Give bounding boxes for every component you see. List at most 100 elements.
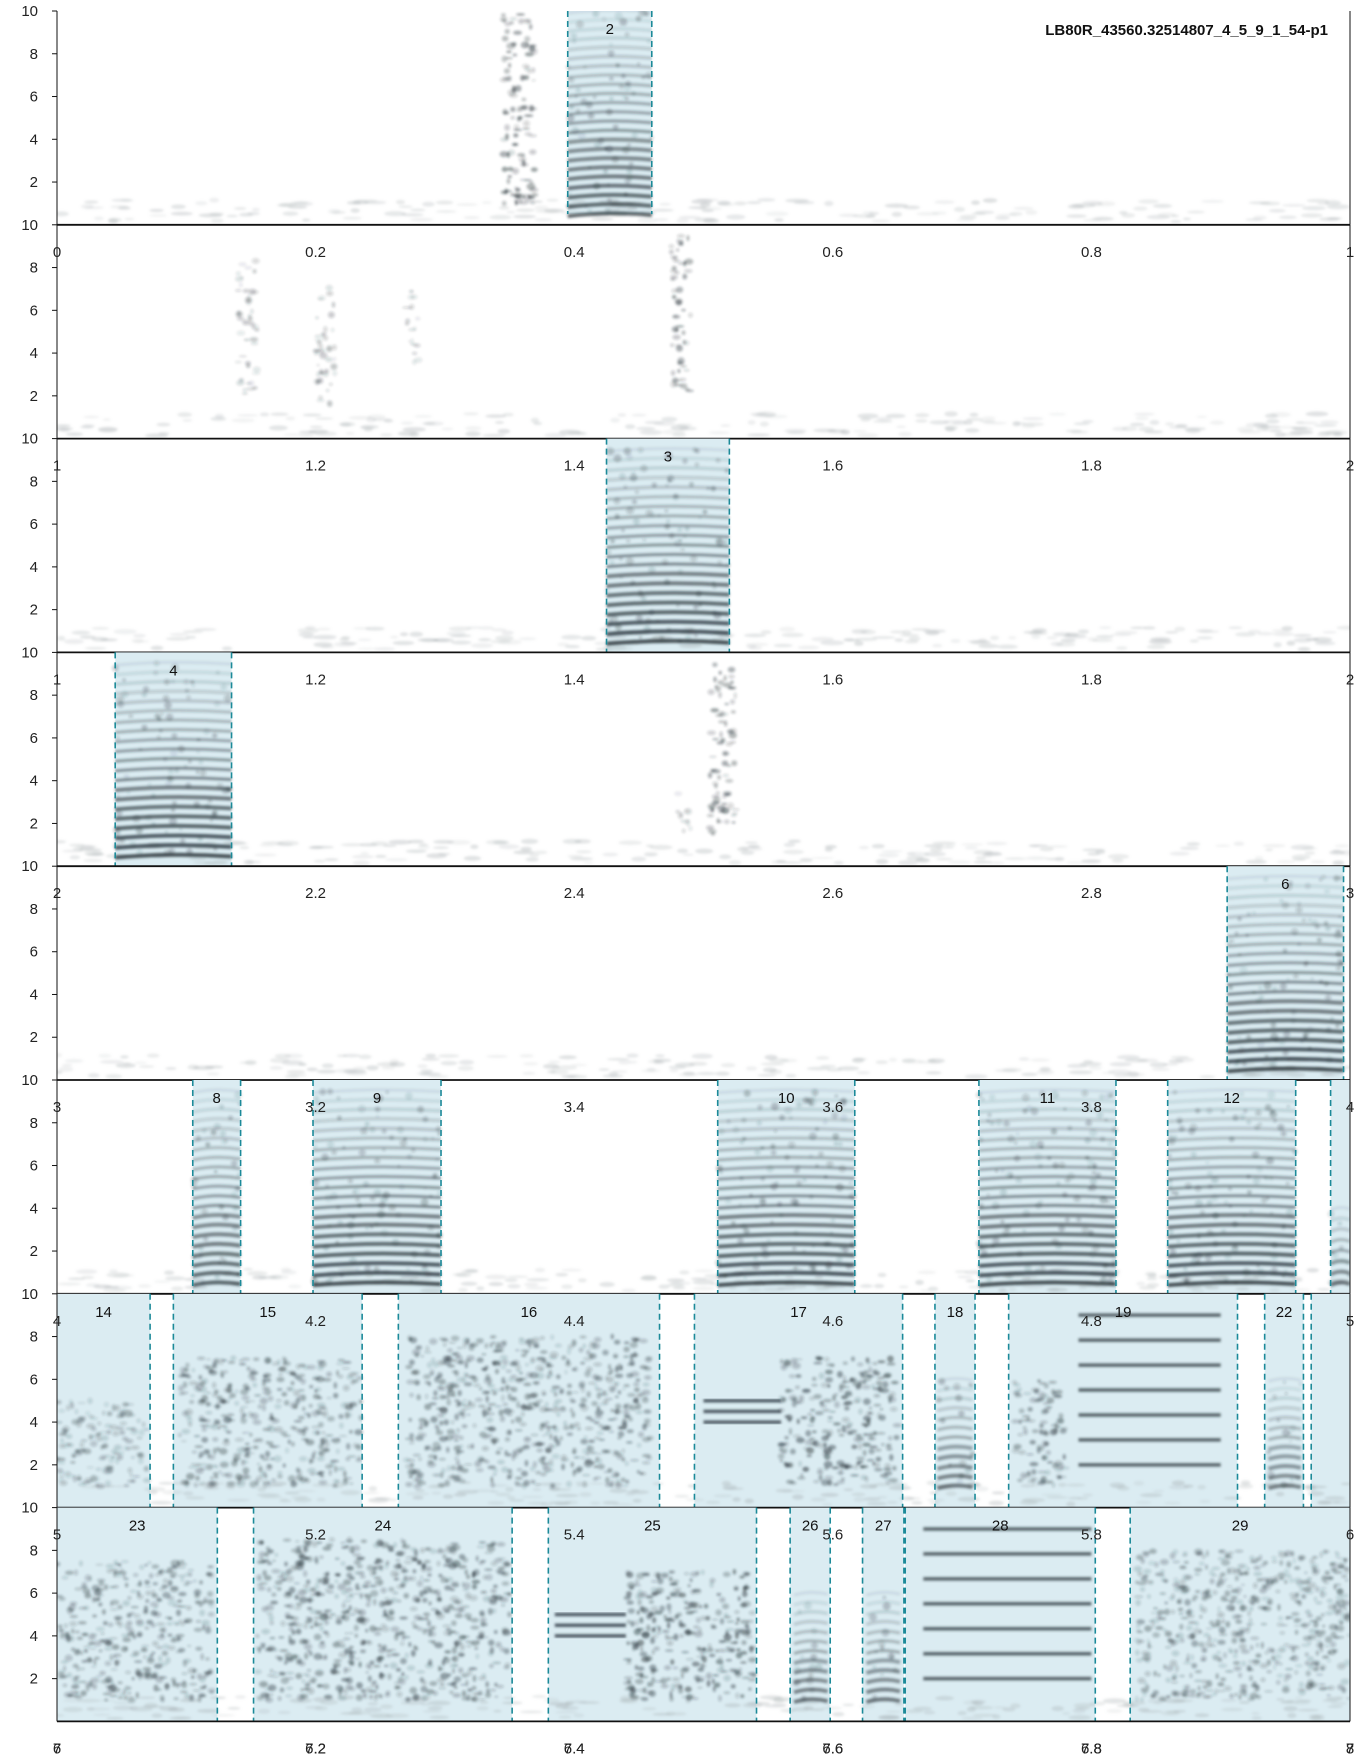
y-tick-label: 4: [30, 131, 38, 148]
y-tick-label: 10: [21, 217, 38, 234]
y-tick-label: 10: [21, 1500, 38, 1517]
energy-blob: [865, 1590, 901, 1704]
segment-label: 9: [373, 1090, 381, 1107]
x-tick-label: 1.4: [564, 671, 585, 688]
segment-label: 17: [790, 1304, 807, 1321]
x-tick-label: 2.6: [822, 885, 843, 902]
energy-blob: [254, 1536, 512, 1703]
x-tick-label: 4: [53, 1313, 61, 1330]
y-tick-label: 8: [30, 1329, 38, 1346]
noise-floor: [57, 1267, 1350, 1294]
x-tick-label: 4.2: [305, 1313, 326, 1330]
x-tick-label: 3.4: [564, 1099, 585, 1116]
y-tick-label: 2: [30, 815, 38, 832]
x-tick-label: 3: [1346, 885, 1354, 902]
segment-region: [1008, 1293, 1238, 1508]
energy-blob: [623, 1568, 757, 1703]
segment-label: 15: [259, 1304, 276, 1321]
bottom-x-tick-label: 7.8: [1081, 1740, 1102, 1757]
energy-blob: [190, 1088, 243, 1288]
segment-region: [1130, 1507, 1350, 1722]
energy-blob: [57, 1397, 152, 1489]
x-tick-label: 6.8: [1081, 1740, 1102, 1757]
segment-label: 28: [992, 1518, 1009, 1535]
x-tick-label: 0.4: [564, 244, 585, 261]
energy-blob: [604, 447, 731, 646]
x-tick-label: 2.2: [305, 885, 326, 902]
x-tick-label: 1: [53, 458, 61, 475]
segment-region: [1311, 1293, 1350, 1508]
y-tick-label: 4: [30, 1628, 38, 1645]
y-tick-label: 8: [30, 260, 38, 277]
x-tick-label: 1.2: [305, 458, 326, 475]
y-tick-label: 6: [30, 1585, 38, 1602]
energy-blob: [403, 1333, 654, 1490]
energy-blob: [57, 1559, 216, 1703]
y-tick-label: 8: [30, 901, 38, 918]
bottom-x-tick-label: 8: [1346, 1740, 1354, 1757]
x-tick-label: 1: [1346, 244, 1354, 261]
y-tick-label: 6: [30, 730, 38, 747]
energy-blob: [1167, 1088, 1298, 1288]
y-tick-label: 10: [21, 644, 38, 661]
x-tick-label: 5.6: [822, 1527, 843, 1544]
spectrogram-row: 3 2 4 6 8 10: [21, 431, 1351, 654]
y-tick-label: 2: [30, 1029, 38, 1046]
energy-blob: [1133, 1548, 1350, 1702]
bottom-x-tick-label: 7: [53, 1740, 61, 1757]
x-tick-label: 0: [53, 244, 61, 261]
segment-label: 4: [169, 662, 177, 679]
energy-blob: [1078, 1313, 1221, 1467]
x-tick-label: 0.2: [305, 244, 326, 261]
y-tick-label: 10: [21, 858, 38, 875]
x-tick-label: 1: [53, 671, 61, 688]
energy-blob: [554, 1612, 626, 1638]
x-tick-label: 1.4: [564, 458, 585, 475]
x-tick-label: 6: [1346, 1527, 1354, 1544]
y-tick-label: 6: [30, 1371, 38, 1388]
y-tick-label: 6: [30, 944, 38, 961]
spectrogram-row: 4 2 4 6 8 10: [21, 644, 1351, 868]
segment-label: 14: [95, 1304, 112, 1321]
energy-blob: [310, 1088, 443, 1288]
energy-blob: [1011, 1379, 1070, 1488]
energy-blob: [1266, 1377, 1302, 1491]
y-tick-label: 4: [30, 1414, 38, 1431]
y-tick-label: 10: [21, 1072, 38, 1089]
y-tick-label: 4: [30, 986, 38, 1003]
y-tick-label: 8: [30, 46, 38, 63]
x-tick-label: 4.8: [1081, 1313, 1102, 1330]
segment-label: 25: [644, 1518, 661, 1535]
segment-label: 23: [129, 1518, 146, 1535]
x-tick-label: 1.8: [1081, 671, 1102, 688]
energy-blob: [975, 1088, 1119, 1288]
y-tick-label: 2: [30, 388, 38, 405]
segment-label: 26: [802, 1518, 819, 1535]
energy-blob: [668, 234, 694, 393]
x-tick-label: 7: [1346, 1740, 1354, 1757]
spectrogram-row: 6 2 4 6 8 10: [21, 858, 1351, 1081]
spectrogram-row: 8 9 10 11 12 2 4 6 8 10: [21, 1072, 1351, 1295]
energy-blob: [112, 660, 233, 860]
y-tick-label: 8: [30, 687, 38, 704]
energy-blob: [703, 1398, 782, 1424]
y-tick-label: 6: [30, 302, 38, 319]
energy-blob: [565, 11, 654, 219]
y-tick-label: 2: [30, 602, 38, 619]
y-tick-label: 4: [30, 773, 38, 790]
energy-blob: [674, 791, 693, 834]
segment-label: 2: [606, 21, 614, 38]
y-tick-label: 10: [21, 1286, 38, 1303]
noise-floor: [57, 411, 1348, 438]
x-tick-label: 4.6: [822, 1313, 843, 1330]
x-tick-label: 3.2: [305, 1099, 326, 1116]
x-tick-label: 6.6: [822, 1740, 843, 1757]
y-tick-label: 4: [30, 1200, 38, 1217]
energy-blob: [777, 1355, 902, 1486]
energy-blob: [402, 289, 423, 365]
x-tick-label: 6.4: [564, 1740, 585, 1757]
x-tick-label: 1.6: [822, 671, 843, 688]
